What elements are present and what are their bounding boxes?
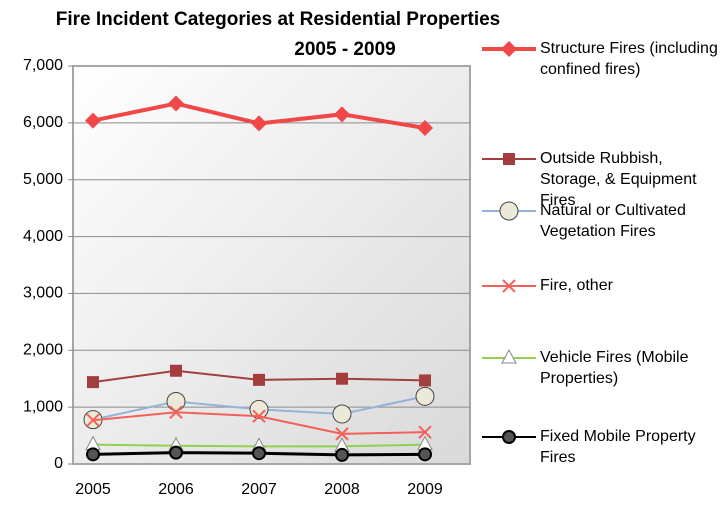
legend-label: Natural or Cultivated Vegetation Fires	[540, 202, 686, 240]
marker	[251, 115, 267, 132]
legend-label: Vehicle Fires (Mobile Properties)	[540, 349, 689, 387]
y-tick-label: 3,000	[23, 285, 63, 302]
legend-label: Fixed Mobile Property Fires	[540, 428, 696, 466]
marker	[86, 447, 100, 462]
marker	[417, 119, 433, 136]
marker	[85, 112, 101, 129]
chart-subtitle: 2005 - 2009	[294, 39, 395, 60]
x-tick-label: 2005	[75, 481, 111, 498]
chart-title: Fire Incident Categories at Residential …	[56, 9, 501, 30]
y-tick-label: 6,000	[23, 114, 63, 131]
legend-label: Structure Fires (including confined fire…	[540, 40, 718, 78]
x-tick-label: 2006	[158, 481, 194, 498]
marker	[87, 376, 99, 389]
x-tick-label: 2007	[241, 481, 277, 498]
marker	[249, 399, 269, 419]
marker	[335, 427, 349, 441]
marker	[252, 446, 266, 461]
legend-label: Outside Rubbish, Storage, & Equipment Fi…	[540, 150, 697, 209]
marker	[502, 430, 516, 444]
y-tick-label: 2,000	[23, 342, 63, 359]
marker	[499, 201, 519, 221]
marker	[168, 95, 184, 112]
marker	[501, 41, 517, 57]
marker	[332, 404, 352, 424]
marker	[253, 373, 265, 386]
marker	[166, 391, 186, 411]
marker	[335, 447, 349, 462]
marker	[418, 447, 432, 462]
y-tick-label: 0	[54, 455, 63, 472]
plot-area	[72, 65, 471, 465]
marker	[419, 374, 431, 387]
marker	[418, 425, 432, 439]
marker	[415, 386, 435, 406]
y-tick-label: 7,000	[23, 57, 63, 74]
marker	[503, 153, 515, 165]
marker	[336, 372, 348, 385]
y-tick-label: 4,000	[23, 228, 63, 245]
marker	[170, 364, 182, 377]
marker	[169, 445, 183, 460]
x-tick-label: 2009	[407, 481, 443, 498]
marker	[334, 106, 350, 123]
marker	[86, 413, 100, 427]
x-tick-label: 2008	[324, 481, 360, 498]
marker	[252, 409, 266, 423]
y-tick-label: 1,000	[23, 398, 63, 415]
marker	[169, 405, 183, 419]
y-tick-label: 5,000	[23, 171, 63, 188]
legend-label: Fire, other	[540, 277, 613, 294]
marker	[502, 279, 516, 293]
marker	[501, 348, 517, 364]
